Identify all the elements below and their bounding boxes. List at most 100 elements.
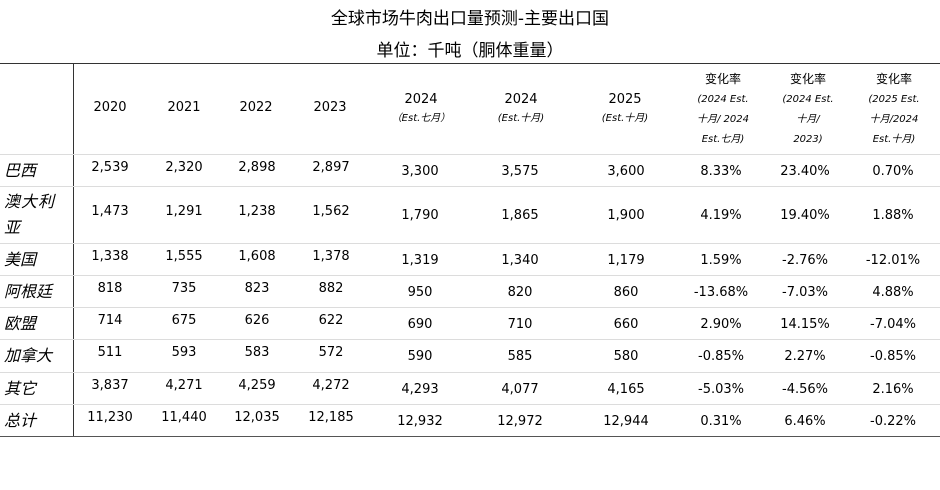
table-cell: -0.85%: [698, 349, 744, 364]
header-change-3-line2: 十月/2024: [869, 114, 919, 125]
table-cell: 1,238: [238, 204, 276, 219]
table-cell: 735: [171, 280, 197, 296]
header-2025-oct-note: (Est.十月): [601, 113, 649, 124]
unit-label: 单位：千吨（胴体重量）: [376, 41, 564, 61]
table-cell: 690: [407, 316, 433, 332]
header-2024-jul-year: 2024: [404, 92, 438, 107]
table-cell: 4.19%: [700, 208, 742, 223]
table-cell: 4,165: [607, 381, 645, 397]
table-cell: 572: [318, 345, 344, 360]
table-cell: 818: [97, 280, 123, 296]
table-cell: 1,790: [401, 208, 439, 223]
table-cell: 1,338: [91, 248, 129, 264]
table-cell: 11,440: [161, 409, 207, 425]
table-cell: 1,378: [312, 248, 350, 264]
table-cell: 593: [171, 345, 197, 360]
table-cell: 2,897: [312, 159, 350, 175]
table-cell: 4,272: [312, 377, 350, 393]
table-cell: 12,944: [603, 413, 649, 429]
row-separator: [0, 339, 940, 340]
row-label: 巴西: [4, 160, 37, 180]
table-cell: 3,575: [501, 163, 539, 179]
table-cell: 23.40%: [780, 163, 830, 179]
table-cell: 4,271: [165, 377, 203, 393]
table-cell: -12.01%: [865, 252, 921, 268]
header-change-2-title: 变化率: [789, 72, 826, 86]
header-change-2-line3: 2023): [793, 134, 823, 145]
table-cell: 1,340: [501, 252, 539, 268]
table-cell: 12,035: [234, 409, 280, 425]
table-cell: 6.46%: [784, 413, 826, 429]
table-cell: 511: [97, 345, 123, 360]
header-change-3-line3: Est.十月): [872, 134, 916, 145]
table-cell: 714: [97, 312, 123, 328]
table-cell: 0.70%: [872, 163, 914, 179]
header-2023: 2023: [313, 100, 347, 115]
table-cell: 1.88%: [872, 208, 914, 223]
header-change-2-line1: (2024 Est.: [782, 94, 834, 105]
table-cell: 820: [507, 284, 533, 300]
header-change-1-line1: (2024 Est.: [697, 94, 749, 105]
header-2024-jul-note: （Est.七月）: [391, 113, 451, 124]
table-cell: 660: [613, 316, 639, 332]
table-title: 全球市场牛肉出口量预测-主要出口国: [330, 9, 610, 29]
header-2024-oct: 2024 (Est.十月): [480, 92, 562, 124]
table-cell: 882: [318, 280, 344, 296]
header-change-1-line2: 十月/ 2024: [697, 114, 749, 125]
table-cell: 622: [318, 312, 344, 328]
table-cell: 3,600: [607, 163, 645, 179]
table-cell: -2.76%: [782, 252, 828, 268]
header-change-3: 变化率 (2025 Est. 十月/2024 Est.十月): [853, 70, 935, 150]
table-cell: 19.40%: [780, 208, 830, 223]
table-cell: 12,185: [308, 409, 354, 425]
table-bottom-border: [0, 436, 940, 437]
table-top-border: [0, 63, 940, 64]
table-cell: 2.16%: [872, 381, 914, 397]
table-cell: 580: [613, 349, 639, 364]
table-cell: -7.03%: [782, 284, 828, 300]
table-cell: -0.85%: [870, 349, 916, 364]
table-cell: 4,259: [238, 377, 276, 393]
table-cell: 12,932: [397, 413, 443, 429]
header-change-2-line2: 十月/: [796, 114, 820, 125]
row-label: 澳大利亚: [4, 192, 56, 237]
table-cell: 1,319: [401, 252, 439, 268]
table-cell: 3,837: [91, 377, 129, 393]
table-cell: 675: [171, 312, 197, 328]
header-2021: 2021: [167, 100, 201, 115]
header-2025-oct: 2025 (Est.十月): [584, 92, 666, 124]
table-cell: 0.31%: [700, 413, 742, 429]
table-cell: 860: [613, 284, 639, 300]
table-cell: 2,898: [238, 159, 276, 175]
table-cell: 1.59%: [700, 252, 742, 268]
table-cell: 950: [407, 284, 433, 300]
table-cell: 710: [507, 316, 533, 332]
table-cell: 823: [244, 280, 270, 296]
table-cell: -0.22%: [870, 413, 916, 429]
row-separator: [0, 307, 940, 308]
table-cell: 2,539: [91, 159, 129, 175]
header-change-3-line1: (2025 Est.: [868, 94, 920, 105]
header-2024-oct-year: 2024: [504, 92, 538, 107]
table-cell: -5.03%: [698, 381, 744, 397]
header-change-3-title: 变化率: [875, 72, 912, 86]
table-cell: 8.33%: [700, 163, 742, 179]
table-cell: 1,608: [238, 248, 276, 264]
row-label: 其它: [4, 378, 37, 398]
table-cell: 1,562: [312, 204, 350, 219]
header-2020: 2020: [93, 100, 127, 115]
row-separator: [0, 404, 940, 405]
table-cell: 4,077: [501, 381, 539, 397]
table-cell: 1,900: [607, 208, 645, 223]
table-cell: 2.90%: [700, 316, 742, 332]
header-2025-oct-year: 2025: [608, 92, 642, 107]
table-cell: -4.56%: [782, 381, 828, 397]
table-cell: 4.88%: [872, 284, 914, 300]
header-2024-jul: 2024 （Est.七月）: [380, 92, 462, 124]
row-separator: [0, 154, 940, 155]
row-separator: [0, 243, 940, 244]
header-change-1-line3: Est.七月): [701, 134, 745, 145]
row-separator: [0, 275, 940, 276]
table-cell: 583: [244, 345, 270, 360]
table-cell: 2,320: [165, 159, 203, 175]
